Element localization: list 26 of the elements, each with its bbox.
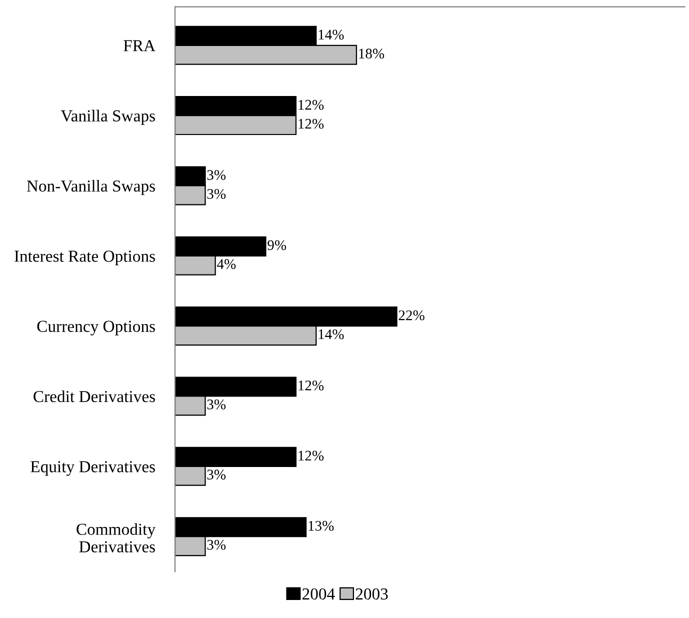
data-label: 3% <box>207 470 226 480</box>
y-tick-label: Commodity Derivatives <box>76 523 156 552</box>
data-label: 12% <box>298 450 324 461</box>
data-label: 13% <box>308 520 334 531</box>
legend-label: 2003 <box>356 588 388 600</box>
data-label: 12% <box>298 118 324 129</box>
data-label: 9% <box>268 240 286 250</box>
data-label: 3% <box>207 400 226 410</box>
y-tick-label: Currency Options <box>37 320 155 336</box>
y-tick-label: FRA <box>124 40 156 52</box>
data-label: 14% <box>318 329 344 340</box>
y-tick-label: Equity Derivatives <box>30 461 155 476</box>
data-label: 12% <box>298 100 324 110</box>
y-tick-label: Non-Vanilla Swaps <box>26 180 155 196</box>
data-label: 12% <box>298 380 324 390</box>
data-label: 3% <box>207 189 226 199</box>
legend-label: 2004 <box>302 588 335 600</box>
data-label: 4% <box>217 259 236 270</box>
y-tick-label: Vanilla Swaps <box>60 110 155 125</box>
data-label: 14% <box>318 30 344 40</box>
data-label: 18% <box>359 48 384 59</box>
y-tick-label: Interest Rate Options <box>14 250 155 266</box>
data-label: 3% <box>207 170 226 180</box>
y-tick-label: Credit Derivatives <box>34 390 155 402</box>
data-label: 3% <box>207 540 226 550</box>
data-label: 22% <box>398 310 424 320</box>
